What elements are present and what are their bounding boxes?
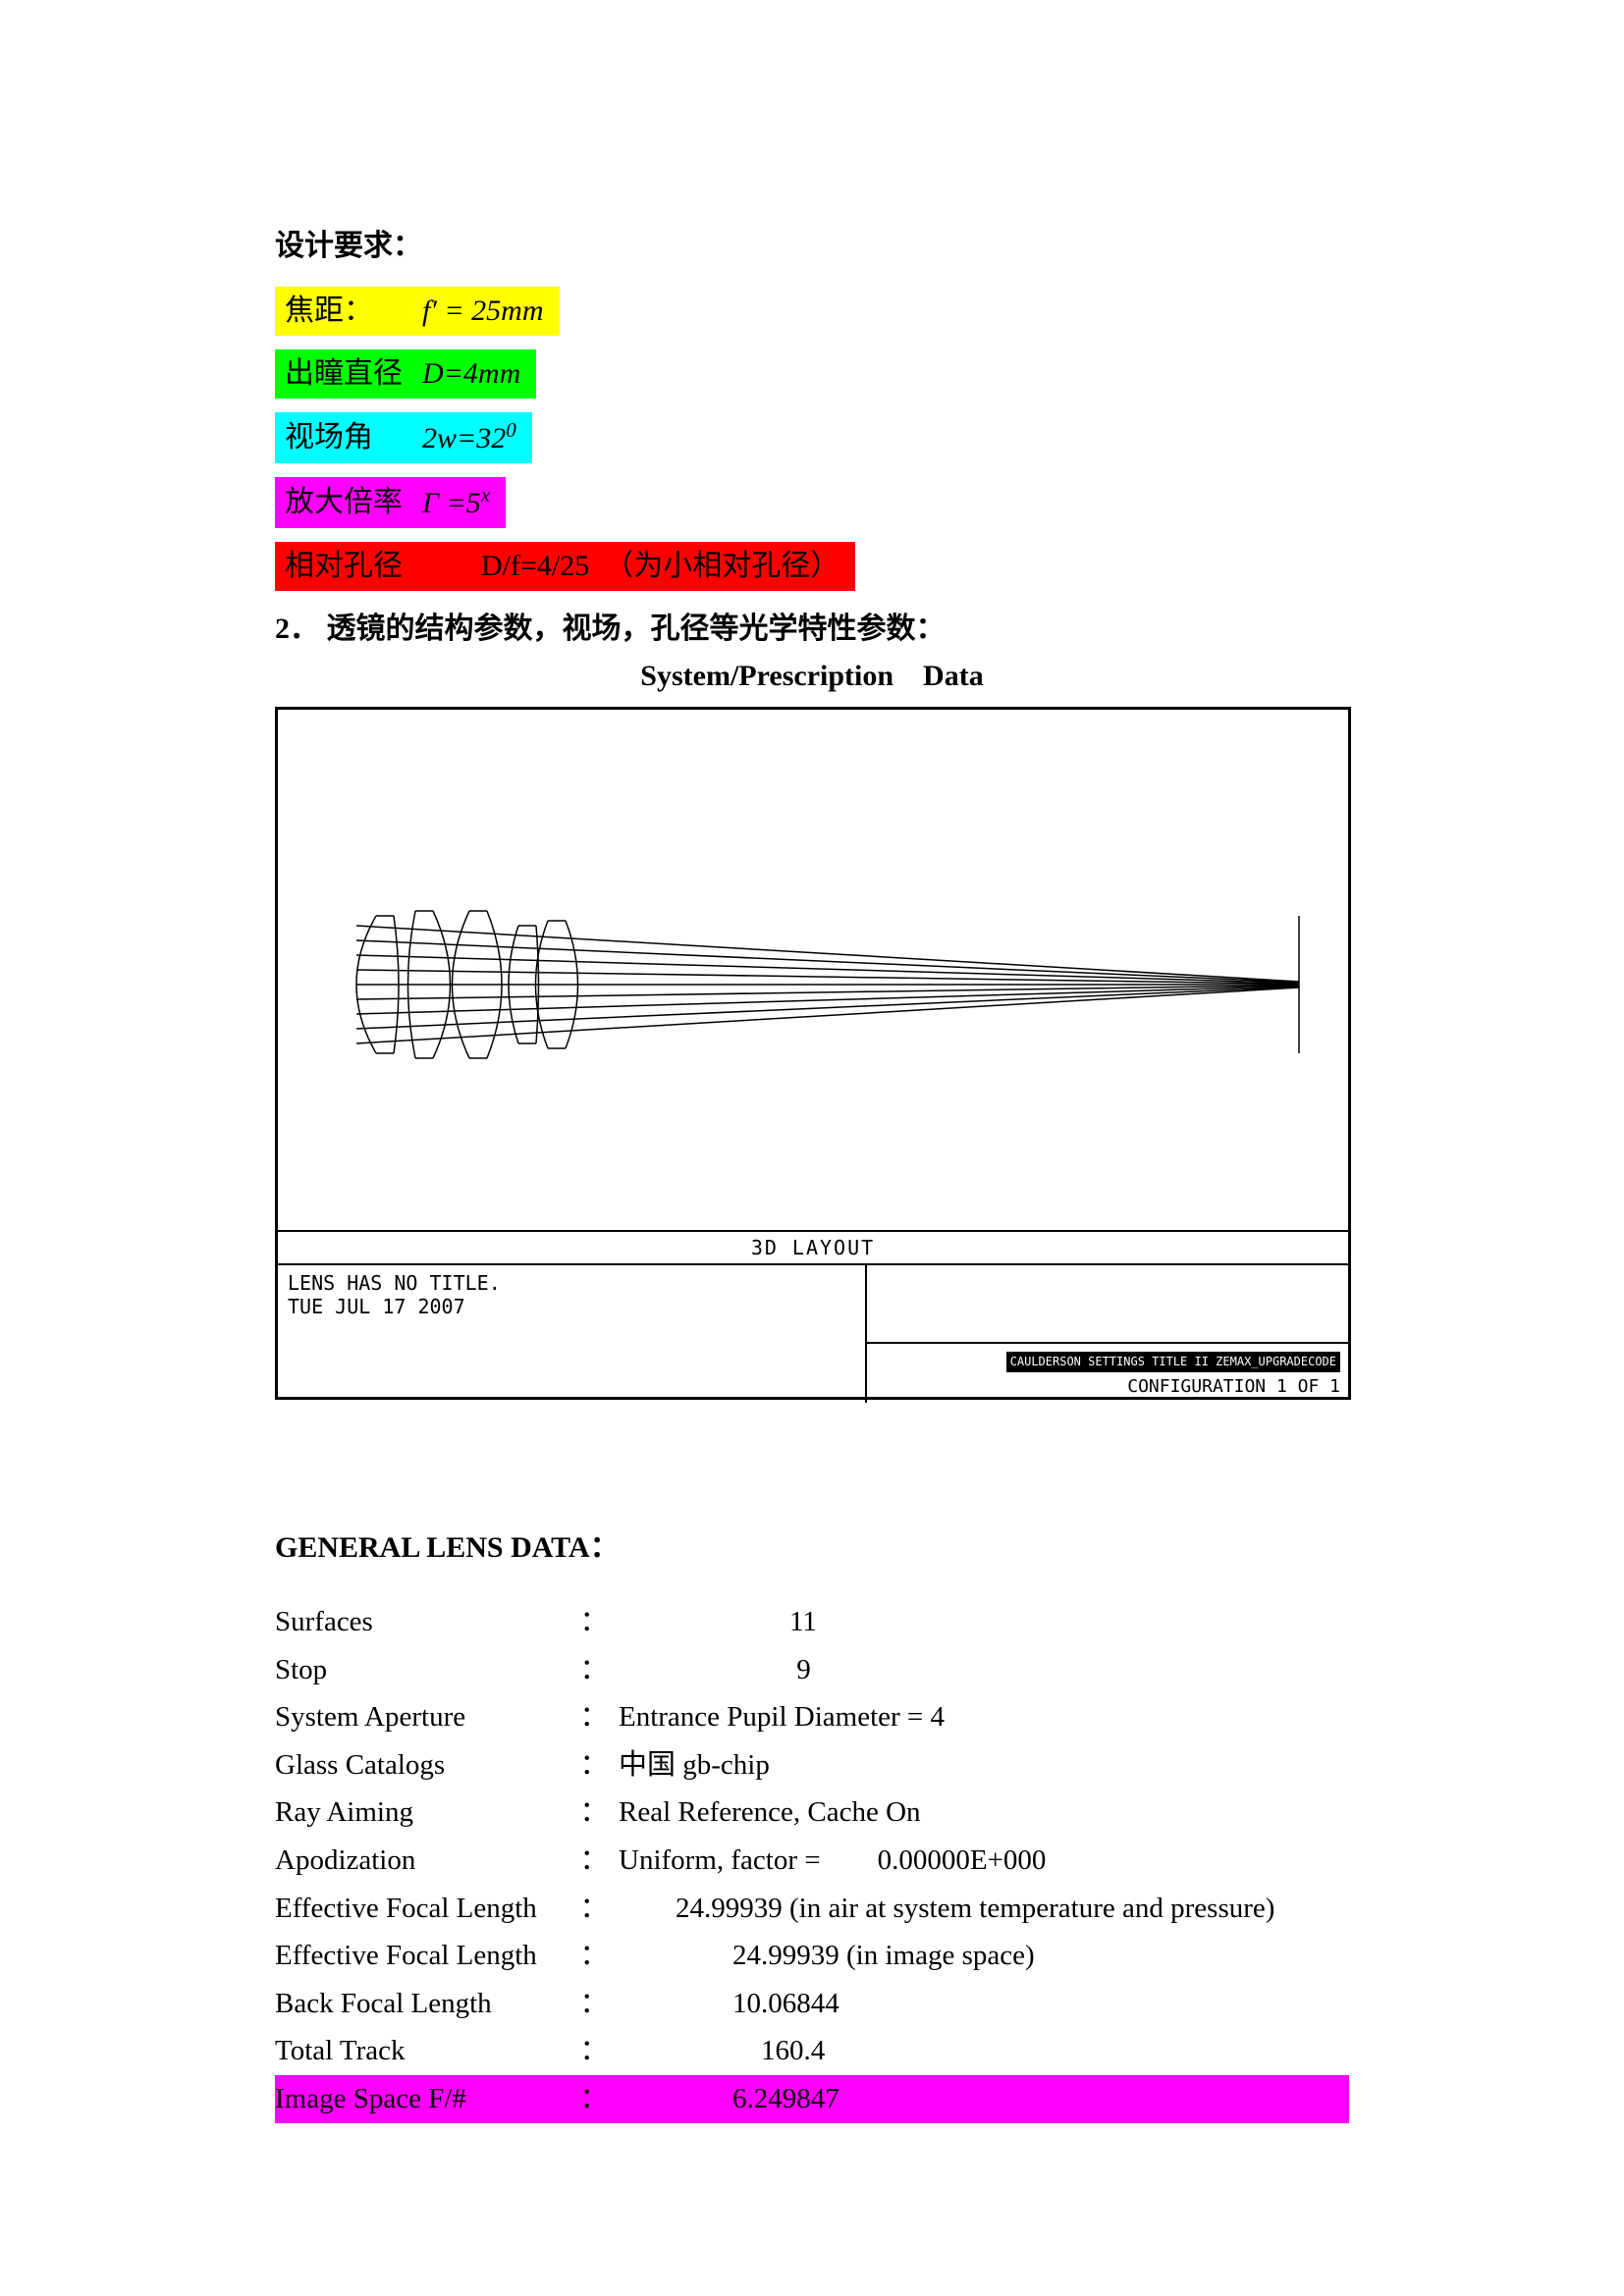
lens-diagram bbox=[278, 710, 1342, 1228]
layout-right-bar: CAULDERSON SETTINGS TITLE II ZEMAX_UPGRA… bbox=[1006, 1352, 1340, 1372]
general-row: Stop： 9 bbox=[275, 1646, 1349, 1694]
general-key: Effective Focal Length bbox=[275, 1932, 569, 1980]
general-key: Glass Catalogs bbox=[275, 1741, 569, 1789]
param-focal-value: f′ = 25mm bbox=[422, 291, 544, 332]
general-key: Ray Aiming bbox=[275, 1789, 569, 1837]
general-row: Surfaces： 11 bbox=[275, 1598, 1349, 1646]
param-focal-label: 焦距： bbox=[285, 291, 422, 332]
general-colon: ： bbox=[569, 1646, 619, 1694]
general-row: Effective Focal Length： 24.99939 (in ima… bbox=[275, 1932, 1349, 1980]
general-key: Stop bbox=[275, 1646, 569, 1694]
general-value: 中国 gb-chip bbox=[619, 1741, 1349, 1789]
general-colon: ： bbox=[569, 1789, 619, 1837]
param-pupil: 出瞳直径 D=4mm bbox=[275, 349, 536, 399]
general-key: Back Focal Length bbox=[275, 1980, 569, 2028]
sysdata-title: System/Prescription Data bbox=[275, 656, 1349, 697]
general-row: System Aperture：Entrance Pupil Diameter … bbox=[275, 1693, 1349, 1741]
layout-left-line1: LENS HAS NO TITLE. bbox=[288, 1271, 855, 1295]
layout-canvas bbox=[278, 710, 1348, 1230]
general-title: GENERAL LENS DATA： bbox=[275, 1527, 1349, 1569]
general-value: 6.249847 bbox=[619, 2075, 1349, 2123]
general-colon: ： bbox=[569, 1837, 619, 1885]
param-mag-label: 放大倍率 bbox=[285, 482, 422, 523]
general-value: 160.4 bbox=[619, 2027, 1349, 2075]
general-colon: ： bbox=[569, 1693, 619, 1741]
layout-left-line2: TUE JUL 17 2007 bbox=[288, 1295, 855, 1318]
layout-left-caption: LENS HAS NO TITLE. TUE JUL 17 2007 bbox=[278, 1265, 865, 1403]
param-pupil-value: D=4mm bbox=[422, 353, 520, 395]
subsection-heading: 2． 透镜的结构参数，视场，孔径等光学特性参数： bbox=[275, 609, 1349, 650]
param-relap: 相对孔径 D/f=4/25 （为小相对孔径） bbox=[275, 542, 855, 591]
general-key: Surfaces bbox=[275, 1598, 569, 1646]
general-colon: ： bbox=[569, 1885, 619, 1933]
general-value: Entrance Pupil Diameter = 4 bbox=[619, 1693, 1349, 1741]
general-row: Total Track： 160.4 bbox=[275, 2027, 1349, 2075]
general-row: Image Space F/#： 6.249847 bbox=[275, 2075, 1349, 2123]
general-key: Apodization bbox=[275, 1837, 569, 1885]
general-value: 9 bbox=[619, 1646, 1349, 1694]
general-row: Back Focal Length： 10.06844 bbox=[275, 1980, 1349, 2028]
general-value: Uniform, factor = 0.00000E+000 bbox=[619, 1837, 1349, 1885]
param-focal: 焦距： f′ = 25mm bbox=[275, 287, 560, 336]
section-title: 设计要求： bbox=[275, 226, 1349, 267]
general-value: 11 bbox=[619, 1598, 1349, 1646]
general-colon: ： bbox=[569, 1741, 619, 1789]
subsection-num: 2． bbox=[275, 613, 319, 645]
general-key: Total Track bbox=[275, 2027, 569, 2075]
general-row: Effective Focal Length： 24.99939 (in air… bbox=[275, 1885, 1349, 1933]
general-colon: ： bbox=[569, 2027, 619, 2075]
general-colon: ： bbox=[569, 1598, 619, 1646]
subsection-text: 透镜的结构参数，视场，孔径等光学特性参数： bbox=[327, 613, 946, 645]
general-value: 24.99939 (in air at system temperature a… bbox=[619, 1885, 1349, 1933]
param-field-value: 2w=320 bbox=[422, 416, 516, 459]
general-colon: ： bbox=[569, 2075, 619, 2123]
param-relap-value: D/f=4/25 （为小相对孔径） bbox=[422, 546, 839, 587]
general-lens-data-table: Surfaces： 11Stop： 9System Aperture：Entra… bbox=[275, 1598, 1349, 2123]
general-value: 10.06844 bbox=[619, 1980, 1349, 2028]
param-field-label: 视场角 bbox=[285, 417, 422, 458]
general-row: Glass Catalogs：中国 gb-chip bbox=[275, 1741, 1349, 1789]
param-relap-label: 相对孔径 bbox=[285, 546, 422, 587]
general-key: System Aperture bbox=[275, 1693, 569, 1741]
general-colon: ： bbox=[569, 1980, 619, 2028]
general-key: Image Space F/# bbox=[275, 2075, 569, 2123]
general-row: Ray Aiming：Real Reference, Cache On bbox=[275, 1789, 1349, 1837]
layout-right-conf: CONFIGURATION 1 OF 1 bbox=[1127, 1376, 1340, 1397]
param-mag-value: Γ =5x bbox=[422, 481, 490, 524]
general-value: Real Reference, Cache On bbox=[619, 1789, 1349, 1837]
param-field: 视场角 2w=320 bbox=[275, 412, 532, 463]
layout-title: 3D LAYOUT bbox=[278, 1232, 1348, 1263]
general-row: Apodization：Uniform, factor = 0.00000E+0… bbox=[275, 1837, 1349, 1885]
layout-diagram-box: 3D LAYOUT LENS HAS NO TITLE. TUE JUL 17 … bbox=[275, 707, 1351, 1400]
general-value: 24.99939 (in image space) bbox=[619, 1932, 1349, 1980]
general-colon: ： bbox=[569, 1932, 619, 1980]
param-pupil-label: 出瞳直径 bbox=[285, 353, 422, 395]
design-params: 焦距： f′ = 25mm 出瞳直径 D=4mm 视场角 2w=320 放大倍率… bbox=[275, 287, 1349, 591]
layout-right-caption: CAULDERSON SETTINGS TITLE II ZEMAX_UPGRA… bbox=[865, 1265, 1348, 1403]
general-key: Effective Focal Length bbox=[275, 1885, 569, 1933]
param-mag: 放大倍率 Γ =5x bbox=[275, 477, 506, 528]
